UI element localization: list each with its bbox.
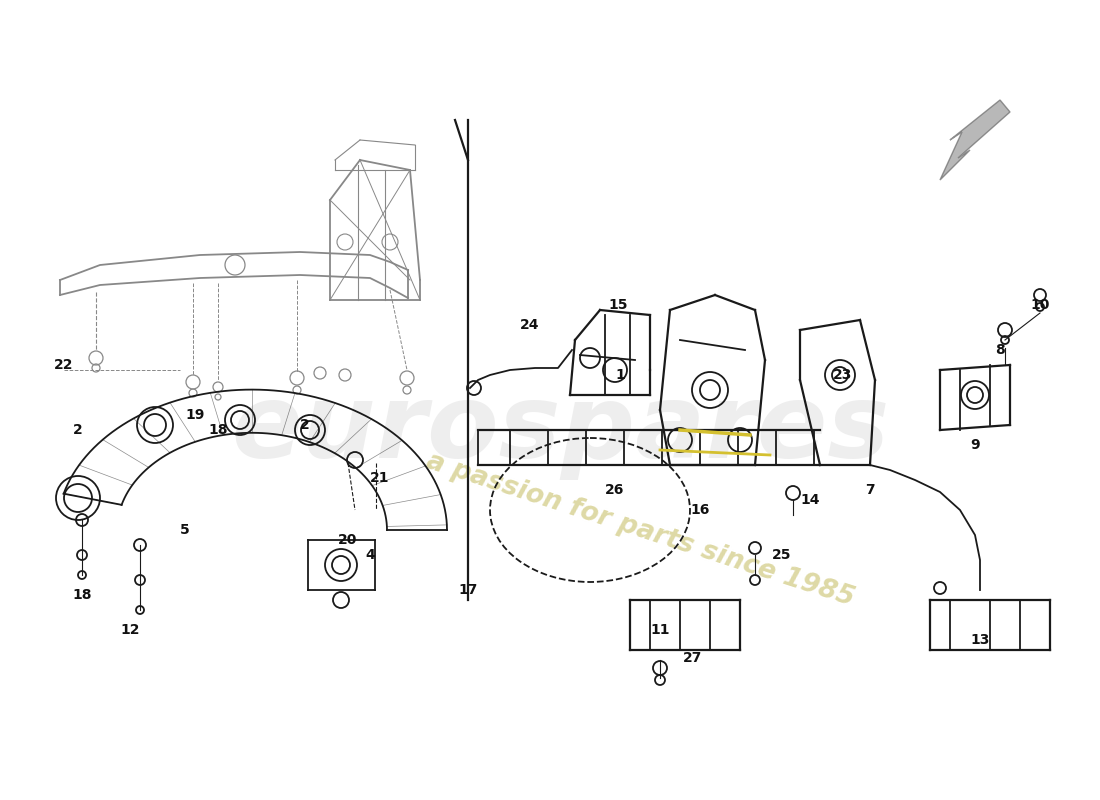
Text: 7: 7 — [866, 483, 874, 497]
Text: eurospares: eurospares — [231, 379, 889, 481]
Text: 2: 2 — [73, 423, 82, 437]
Text: 4: 4 — [365, 548, 375, 562]
Text: 15: 15 — [608, 298, 628, 312]
Text: 9: 9 — [970, 438, 980, 452]
Text: 23: 23 — [834, 368, 852, 382]
Polygon shape — [940, 100, 1010, 180]
Text: 18: 18 — [208, 423, 228, 437]
Text: 18: 18 — [73, 588, 91, 602]
Text: 1: 1 — [615, 368, 625, 382]
Text: 20: 20 — [339, 533, 358, 547]
Text: a passion for parts since 1985: a passion for parts since 1985 — [422, 448, 857, 612]
Text: 5: 5 — [180, 523, 190, 537]
Text: 17: 17 — [459, 583, 477, 597]
Text: 22: 22 — [54, 358, 74, 372]
Text: 13: 13 — [970, 633, 990, 647]
Text: 10: 10 — [1031, 298, 1049, 312]
Text: 25: 25 — [772, 548, 792, 562]
Text: 11: 11 — [650, 623, 670, 637]
Text: 26: 26 — [605, 483, 625, 497]
Text: 21: 21 — [371, 471, 389, 485]
Text: 19: 19 — [185, 408, 205, 422]
Text: 27: 27 — [683, 651, 703, 665]
Text: 24: 24 — [520, 318, 540, 332]
Text: 14: 14 — [801, 493, 820, 507]
Text: 12: 12 — [120, 623, 140, 637]
Text: 2: 2 — [300, 418, 310, 432]
Text: 16: 16 — [691, 503, 710, 517]
Text: 8: 8 — [996, 343, 1005, 357]
